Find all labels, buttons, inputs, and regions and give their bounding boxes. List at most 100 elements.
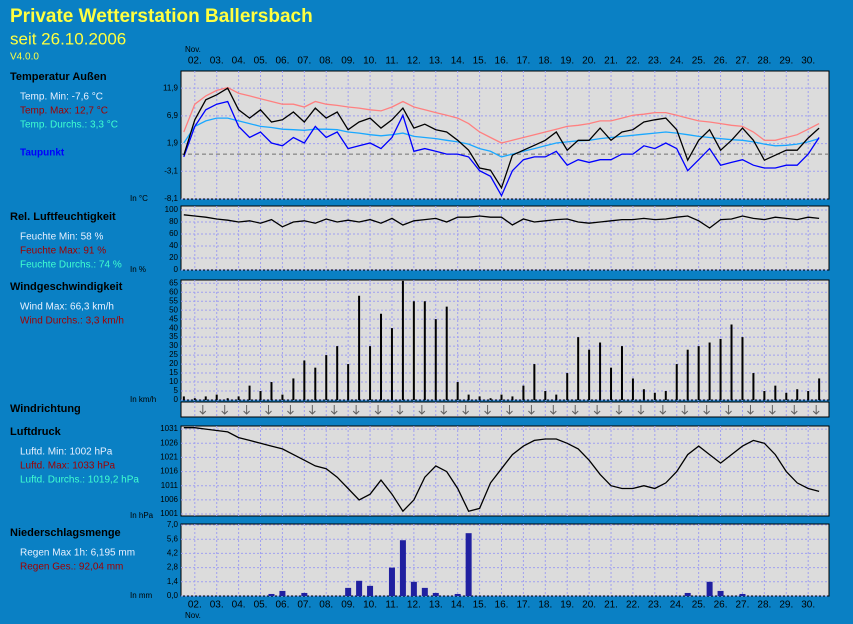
title: Private Wetterstation Ballersbach [10,6,313,27]
bar [684,592,691,596]
y-tick-label: 11,9 [163,83,179,92]
x-tick-label: 22. [626,56,640,67]
stat-text: Wind Durchs.: 3,3 km/h [20,316,124,327]
y-tick-label: 25 [169,350,178,359]
y-tick-label: 1016 [160,467,178,476]
x-tick-label: 20. [582,600,596,611]
wind-arrow [549,405,557,415]
wind-arrow [812,405,820,415]
wind-arrow [243,405,250,415]
y-tick-label: 45 [169,314,178,323]
x-tick-label: 27. [736,56,750,67]
x-tick-label: 30. [801,56,815,67]
x-tick-label: 10. [363,600,377,611]
x-tick-label: 05. [254,56,268,67]
x-tick-label: 08. [319,56,333,67]
x-tick-label: 28. [757,56,771,67]
x-tick-label: 18. [538,600,552,611]
panel-title: Temperatur Außen [10,71,107,83]
y-tick-label: 1026 [160,438,178,447]
data-line [183,100,820,198]
bar [706,581,713,596]
wind-arrow [790,405,798,415]
panel-title: Windgeschwindigkeit [10,281,123,293]
wind-arrow [199,405,207,415]
unit-label: In mm [130,591,153,600]
y-tick-label: 5,6 [167,534,179,543]
stat-text: Wind Max: 66,3 km/h [20,302,114,313]
panel-title: Luftdruck [10,426,62,438]
wind-arrow [659,405,667,415]
bar [345,587,352,596]
legend-entry: Taupunkt [20,148,65,159]
y-tick-label: 4,2 [167,549,179,558]
subtitle: seit 26.10.2006 [10,29,126,48]
wind-arrow [462,405,470,415]
wind-arrow [725,405,732,415]
wind-arrow [221,405,229,415]
x-tick-label: 09. [341,56,355,67]
bar [301,592,308,596]
wind-arrow [484,405,491,415]
y-tick-label: -3,1 [164,166,178,175]
y-tick-label: 1,4 [167,577,179,586]
data-line [183,87,820,190]
x-tick-label: 02. [188,56,202,67]
unit-label: In km/h [130,395,156,404]
bar [388,567,395,596]
y-tick-label: 30 [169,341,178,350]
x-tick-label: 25. [692,600,706,611]
y-tick-label: 1021 [160,453,178,462]
y-tick-label: 6,9 [167,111,179,120]
x-tick-label: 24. [670,56,684,67]
panel-title: Rel. Luftfeuchtigkeit [10,211,116,223]
data-line [183,214,820,229]
x-tick-label: 29. [779,600,793,611]
stat-text: Regen Max 1h: 6,195 mm [20,548,135,559]
bar [717,590,724,596]
y-tick-label: 50 [169,305,178,314]
bar [465,533,472,596]
x-tick-label: 27. [736,600,750,611]
x-tick-label: 21. [604,56,618,67]
x-tick-label: 16. [495,600,509,611]
y-tick-label: 1,9 [167,139,179,148]
plot-area [180,401,830,418]
x-tick-label: 22. [626,600,640,611]
y-tick-label: 55 [169,296,178,305]
wind-arrow [330,405,338,415]
bar [432,592,439,596]
x-tick-label: 12. [407,600,421,611]
stat-text: Temp. Durchs.: 3,3 °C [20,120,118,131]
x-tick-label: 25. [692,56,706,67]
y-tick-label: 100 [165,205,179,214]
x-tick-label: 07. [297,600,311,611]
y-tick-label: 20 [169,253,178,262]
x-tick-label: 06. [275,600,289,611]
x-tick-label: 18. [538,56,552,67]
plot-area [180,425,830,517]
x-tick-label: 24. [670,600,684,611]
bar [279,590,286,596]
wind-arrow [593,405,601,415]
y-tick-label: 40 [169,323,178,332]
stat-text: Feuchte Durchs.: 74 % [20,260,122,271]
x-tick-label: 17. [516,56,530,67]
x-tick-label: 15. [473,600,487,611]
y-tick-label: 0 [174,265,179,274]
unit-label: In hPa [130,511,154,520]
x-tick-label: 02. [188,600,202,611]
plot-area [180,70,830,200]
x-tick-label: 23. [648,56,662,67]
y-tick-label: 1011 [161,481,179,490]
x-tick-label: 19. [560,600,574,611]
y-tick-label: 80 [169,217,178,226]
month-label: Nov. [185,611,201,620]
wind-arrow [769,405,776,415]
x-tick-label: 15. [473,56,487,67]
y-tick-label: 20 [169,359,178,368]
y-tick-label: 10 [169,377,178,386]
unit-label: In % [130,265,146,274]
